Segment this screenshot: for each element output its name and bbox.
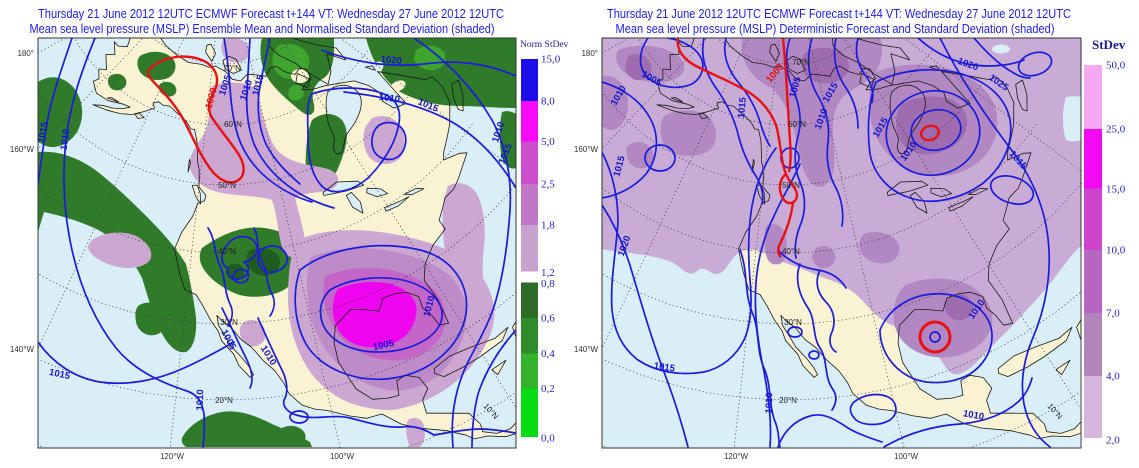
svg-text:20°N: 20°N <box>779 396 797 405</box>
svg-text:1005: 1005 <box>788 75 804 99</box>
svg-text:1,8: 1,8 <box>541 220 555 232</box>
svg-text:0,2: 0,2 <box>541 383 555 395</box>
svg-text:1010: 1010 <box>378 92 400 106</box>
svg-text:7,0: 7,0 <box>1106 308 1120 320</box>
svg-text:5,0: 5,0 <box>541 136 555 148</box>
svg-text:Thursday 21 June 2012 12UTC EC: Thursday 21 June 2012 12UTC ECMWF Foreca… <box>607 7 1071 21</box>
svg-text:1020: 1020 <box>380 54 402 67</box>
svg-text:60°N: 60°N <box>788 120 806 129</box>
svg-text:1005: 1005 <box>372 338 396 353</box>
svg-text:60°N: 60°N <box>224 120 242 129</box>
svg-text:Thursday 21 June 2012 12UTC EC: Thursday 21 June 2012 12UTC ECMWF Foreca… <box>38 7 504 21</box>
svg-text:50,0: 50,0 <box>1106 60 1126 72</box>
svg-text:15,0: 15,0 <box>1106 184 1126 196</box>
svg-text:1015: 1015 <box>36 121 51 144</box>
svg-text:20°N: 20°N <box>215 396 233 405</box>
svg-text:0,6: 0,6 <box>541 313 555 325</box>
svg-text:0,8: 0,8 <box>541 278 555 290</box>
svg-text:8,0: 8,0 <box>541 96 555 108</box>
svg-text:1015: 1015 <box>48 367 72 382</box>
svg-text:1010: 1010 <box>764 392 776 414</box>
svg-text:2,5: 2,5 <box>541 179 555 191</box>
svg-text:1015: 1015 <box>251 73 267 97</box>
svg-text:70°N: 70°N <box>792 58 810 67</box>
svg-text:120°W: 120°W <box>160 452 185 461</box>
svg-text:50°N: 50°N <box>218 181 236 190</box>
svg-text:50°N: 50°N <box>782 181 800 190</box>
svg-text:15,0: 15,0 <box>541 54 561 66</box>
svg-text:StDev: StDev <box>1092 37 1126 52</box>
svg-text:30°N: 30°N <box>220 318 238 327</box>
svg-text:1000: 1000 <box>204 87 220 110</box>
svg-text:1,2: 1,2 <box>541 267 555 279</box>
svg-text:10,0: 10,0 <box>1106 245 1126 257</box>
svg-text:160°W: 160°W <box>10 145 35 154</box>
svg-text:140°W: 140°W <box>10 345 35 354</box>
svg-text:25,0: 25,0 <box>1106 124 1126 136</box>
svg-text:1015: 1015 <box>653 361 676 375</box>
svg-text:2,0: 2,0 <box>1106 435 1120 447</box>
svg-text:180°: 180° <box>581 49 598 58</box>
svg-text:40°N: 40°N <box>782 247 800 256</box>
svg-text:140°W: 140°W <box>574 345 599 354</box>
svg-text:160°W: 160°W <box>574 145 599 154</box>
svg-text:Mean sea level pressure (MSLP): Mean sea level pressure (MSLP) Determini… <box>616 22 1055 36</box>
svg-text:70°N: 70°N <box>223 64 241 73</box>
svg-text:1010: 1010 <box>422 295 438 318</box>
svg-text:4,0: 4,0 <box>1106 371 1120 383</box>
svg-text:0,0: 0,0 <box>541 433 555 445</box>
svg-text:40°N: 40°N <box>218 247 236 256</box>
svg-text:1010: 1010 <box>962 408 985 423</box>
svg-text:30°N: 30°N <box>784 318 802 327</box>
svg-text:Norm StDev: Norm StDev <box>520 40 569 50</box>
svg-text:1015: 1015 <box>736 96 749 119</box>
svg-text:100°W: 100°W <box>330 452 355 461</box>
svg-text:1015: 1015 <box>612 154 628 178</box>
svg-text:0,4: 0,4 <box>541 348 555 360</box>
svg-text:1010: 1010 <box>195 389 207 411</box>
svg-text:120°W: 120°W <box>724 452 749 461</box>
svg-text:100°W: 100°W <box>894 452 919 461</box>
svg-text:180°: 180° <box>17 49 34 58</box>
svg-text:Mean sea level pressure (MSLP): Mean sea level pressure (MSLP) Ensemble … <box>30 22 495 36</box>
svg-text:1010: 1010 <box>59 128 73 150</box>
